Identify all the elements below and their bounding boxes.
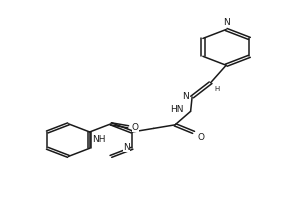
Text: O: O (197, 133, 205, 142)
Text: N: N (223, 18, 230, 27)
Text: O: O (132, 123, 139, 132)
Text: N: N (182, 92, 189, 101)
Text: H: H (214, 86, 220, 92)
Text: NH: NH (92, 135, 106, 144)
Text: N: N (123, 143, 130, 152)
Text: HN: HN (170, 105, 184, 114)
